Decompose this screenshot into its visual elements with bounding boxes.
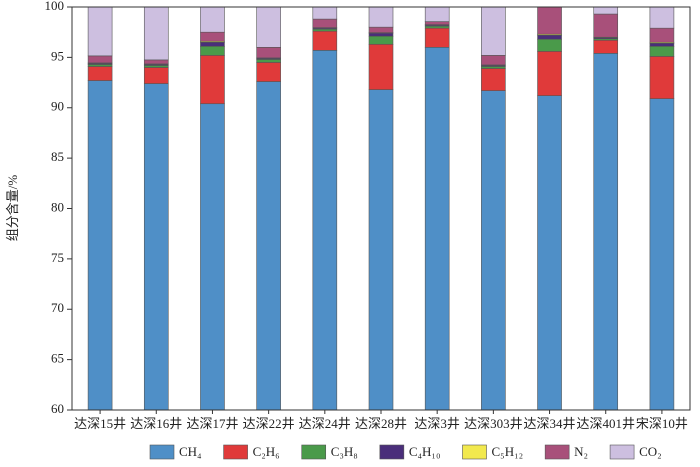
bar-segment bbox=[143, 67, 169, 84]
bar-segment bbox=[368, 26, 394, 33]
bar-segment bbox=[649, 56, 675, 99]
bar-segment bbox=[87, 66, 113, 81]
bar-segment bbox=[200, 103, 225, 411]
bar-segment bbox=[649, 27, 675, 43]
y-tick-label: 70 bbox=[51, 300, 64, 315]
legend-swatch bbox=[379, 444, 405, 460]
bar-segment bbox=[424, 21, 450, 25]
legend-label: C₄H₁₀ bbox=[409, 444, 441, 459]
bar-segment bbox=[200, 41, 225, 47]
legend-label: C₃H₈ bbox=[331, 444, 358, 459]
bar-segment bbox=[256, 46, 281, 59]
bar-segment bbox=[649, 6, 675, 29]
bar-segment bbox=[649, 98, 675, 411]
legend-swatch bbox=[301, 444, 327, 460]
x-tick-label: 达深15井 bbox=[74, 416, 126, 431]
bar-segment bbox=[143, 65, 169, 68]
bar-segment bbox=[368, 89, 394, 411]
bar-segment bbox=[312, 18, 338, 28]
bar-segment bbox=[368, 35, 394, 45]
bar-segment bbox=[537, 34, 562, 40]
bar-segment bbox=[368, 32, 394, 37]
legend-label: CO₂ bbox=[639, 444, 662, 459]
y-tick-label: 80 bbox=[51, 199, 64, 214]
bar-segment bbox=[424, 27, 450, 48]
bar-segment bbox=[593, 13, 619, 38]
y-tick-label: 85 bbox=[51, 149, 64, 164]
y-axis-label: 组分含量/% bbox=[5, 175, 20, 242]
bar-segment bbox=[481, 55, 506, 66]
x-tick-label: 达深303井 bbox=[464, 416, 523, 431]
y-tick-label: 95 bbox=[51, 48, 64, 63]
y-tick-label: 75 bbox=[51, 250, 64, 265]
x-tick-label: 达深24井 bbox=[299, 416, 351, 431]
bar-segment bbox=[143, 59, 169, 65]
x-tick-label: 达深28井 bbox=[355, 416, 407, 431]
bar-segment bbox=[649, 45, 675, 57]
legend-swatch bbox=[149, 444, 175, 460]
legend-swatch bbox=[544, 444, 570, 460]
legend-swatch bbox=[609, 444, 635, 460]
bar-segment bbox=[649, 42, 675, 47]
bar-segment bbox=[143, 6, 169, 61]
y-tick-label: 60 bbox=[51, 401, 64, 416]
bar-segment bbox=[424, 6, 450, 22]
x-tick-label: 达深34井 bbox=[524, 416, 576, 431]
bar-segment bbox=[424, 25, 450, 29]
x-tick-label: 达深17井 bbox=[186, 416, 238, 431]
bar-segment bbox=[87, 64, 113, 67]
bar-segment bbox=[312, 6, 338, 20]
bar-segment bbox=[87, 80, 113, 411]
bar-segment bbox=[368, 6, 394, 28]
x-tick-label: 宋深10井 bbox=[636, 416, 688, 431]
bar-segment bbox=[256, 81, 281, 411]
bar-segment bbox=[87, 6, 113, 57]
bar-segment bbox=[256, 59, 281, 63]
bar-segment bbox=[256, 62, 281, 82]
bar-segment bbox=[537, 51, 562, 96]
legend-label: CH₄ bbox=[179, 444, 202, 459]
x-tick-label: 达深22井 bbox=[243, 416, 295, 431]
y-tick-label: 65 bbox=[51, 351, 64, 366]
bar-segment bbox=[200, 31, 225, 42]
bar-segment bbox=[368, 43, 394, 90]
legend-label: C₂H₆ bbox=[253, 444, 280, 459]
bar-segment bbox=[537, 38, 562, 52]
bar-segment bbox=[481, 90, 506, 411]
legend-label: C₅H₁₂ bbox=[492, 444, 524, 459]
x-tick-label: 达深3井 bbox=[414, 416, 460, 431]
bar-segment bbox=[593, 53, 619, 411]
legend-label: N₂ bbox=[574, 444, 588, 459]
legend-swatch bbox=[223, 444, 248, 460]
legend-swatch bbox=[462, 444, 487, 460]
bar-segment bbox=[537, 6, 562, 35]
y-tick-label: 100 bbox=[45, 0, 65, 13]
bar-segment bbox=[593, 6, 619, 15]
bar-segment bbox=[200, 6, 225, 33]
bar-segment bbox=[593, 39, 619, 54]
bar-segment bbox=[200, 55, 225, 105]
bar-segment bbox=[312, 50, 338, 411]
bar-segment bbox=[481, 68, 506, 91]
bar-segment bbox=[481, 6, 506, 56]
bar-segment bbox=[87, 55, 113, 64]
bar-segment bbox=[537, 95, 562, 411]
bar-segment bbox=[424, 46, 450, 411]
y-tick-label: 90 bbox=[51, 99, 64, 114]
plot-frame bbox=[71, 6, 691, 411]
bar-segment bbox=[481, 66, 506, 69]
bar-segment bbox=[143, 83, 169, 411]
bar-segment bbox=[200, 45, 225, 56]
bar-segment bbox=[256, 6, 281, 48]
x-tick-label: 达深401井 bbox=[576, 416, 635, 431]
bar-segment bbox=[312, 30, 338, 51]
bar-segment bbox=[312, 28, 338, 32]
x-tick-label: 达深16井 bbox=[130, 416, 182, 431]
